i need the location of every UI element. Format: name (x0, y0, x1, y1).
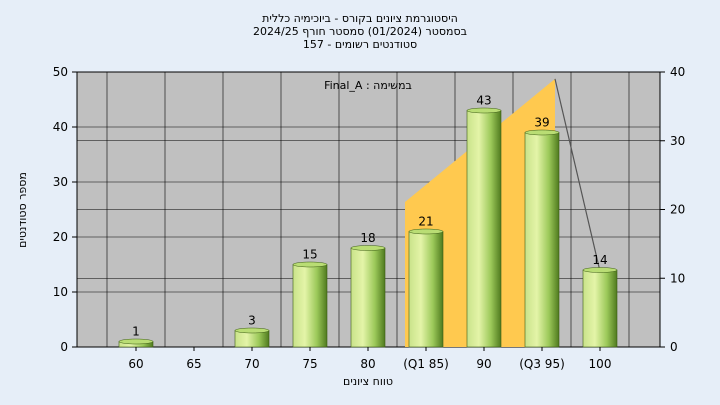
bar-top-0 (118, 338, 154, 345)
bar-8 (582, 269, 618, 348)
bar-top-4 (350, 245, 386, 251)
data-label-0: 1 (132, 325, 140, 339)
bar-4 (350, 247, 386, 348)
x-tick-label-8: 100 (589, 357, 612, 371)
overlay-line (554, 78, 601, 272)
data-label-6: 43 (476, 94, 491, 108)
data-label-2: 3 (248, 314, 256, 328)
bar-5 (408, 231, 444, 348)
y-axis-label: מספר סטודנטים (16, 172, 29, 248)
y-tick-label-10: 10 (53, 285, 68, 299)
x-axis-label: טווח ציונים (343, 375, 393, 388)
bars-group: 1 3 15 18 21 43 39 14 (118, 94, 618, 348)
y-axis-right: 0 10 20 30 40 (660, 65, 685, 354)
y-tick-label-50: 50 (53, 65, 68, 79)
x-tick-label-4: 80 (360, 357, 375, 371)
x-tick-label-6: 90 (476, 357, 491, 371)
bar-top-2 (234, 327, 270, 334)
bar-6 (466, 110, 502, 348)
bar-7 (524, 132, 560, 348)
chart-title-line-2: בסמסטר (01/2024) סמסטר חורף 2024/25 (253, 25, 467, 38)
y-tick-label-40: 40 (53, 120, 68, 134)
bar-top-5 (408, 228, 444, 235)
y-tick-label-20: 20 (53, 230, 68, 244)
y2-tick-label-40: 40 (670, 65, 685, 79)
data-label-3: 15 (302, 248, 317, 262)
x-tick-label-5: (Q1 85) (403, 357, 449, 371)
y2-tick-label-0: 0 (670, 340, 678, 354)
chart-title-line-3: סטודנטים רשומים - 157 (303, 38, 417, 51)
bar-top-6 (466, 107, 502, 114)
bar-3 (292, 264, 328, 348)
bar-top-8 (582, 267, 618, 273)
y2-tick-label-20: 20 (670, 203, 685, 217)
x-axis: 60 65 70 75 80 (Q1 85) 90 (Q3 95) 100 (128, 347, 611, 371)
bar-top-3 (292, 261, 328, 268)
y2-tick-label-30: 30 (670, 134, 685, 148)
y2-tick-label-10: 10 (670, 271, 685, 285)
data-label-5: 21 (418, 215, 433, 229)
x-tick-label-1: 65 (186, 357, 201, 371)
y-tick-label-30: 30 (53, 175, 68, 189)
data-label-4: 18 (360, 231, 375, 245)
x-tick-label-2: 70 (244, 357, 259, 371)
data-label-7: 39 (534, 116, 549, 130)
bar-top-7 (524, 129, 560, 136)
y-tick-label-0: 0 (60, 340, 68, 354)
data-label-8: 14 (592, 253, 607, 267)
gridlines (77, 72, 660, 347)
chart-title-line-1: היסטוגרמת ציונים בקורס - ביוכימיה כללית (262, 12, 458, 25)
inner-task-label: Final_A : במשימה (324, 79, 412, 92)
x-tick-label-7: (Q3 95) (519, 357, 565, 371)
y-axis-left: 0 10 20 30 40 50 (53, 65, 77, 354)
x-tick-label-0: 60 (128, 357, 143, 371)
x-tick-label-3: 75 (302, 357, 317, 371)
